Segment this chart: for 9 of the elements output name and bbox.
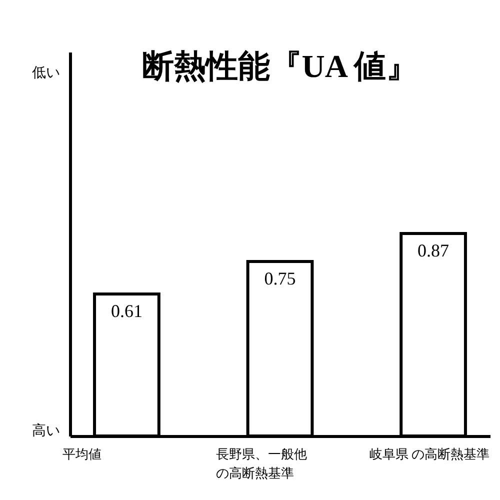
data-label: 0.75	[264, 268, 296, 288]
x-tick-label: 長野県、一般他の高断熱基準	[216, 446, 307, 480]
x-tick-label: 岐阜県 の高断熱基準	[369, 446, 490, 462]
text: 低い	[32, 65, 60, 81]
data-label: 0.61	[110, 301, 142, 322]
x-tick-label: 平均値	[62, 446, 102, 462]
chart-title: 断熱性能『UA 値』	[142, 48, 418, 84]
data-label: 0.87	[418, 240, 450, 261]
text: 高い	[32, 423, 60, 439]
